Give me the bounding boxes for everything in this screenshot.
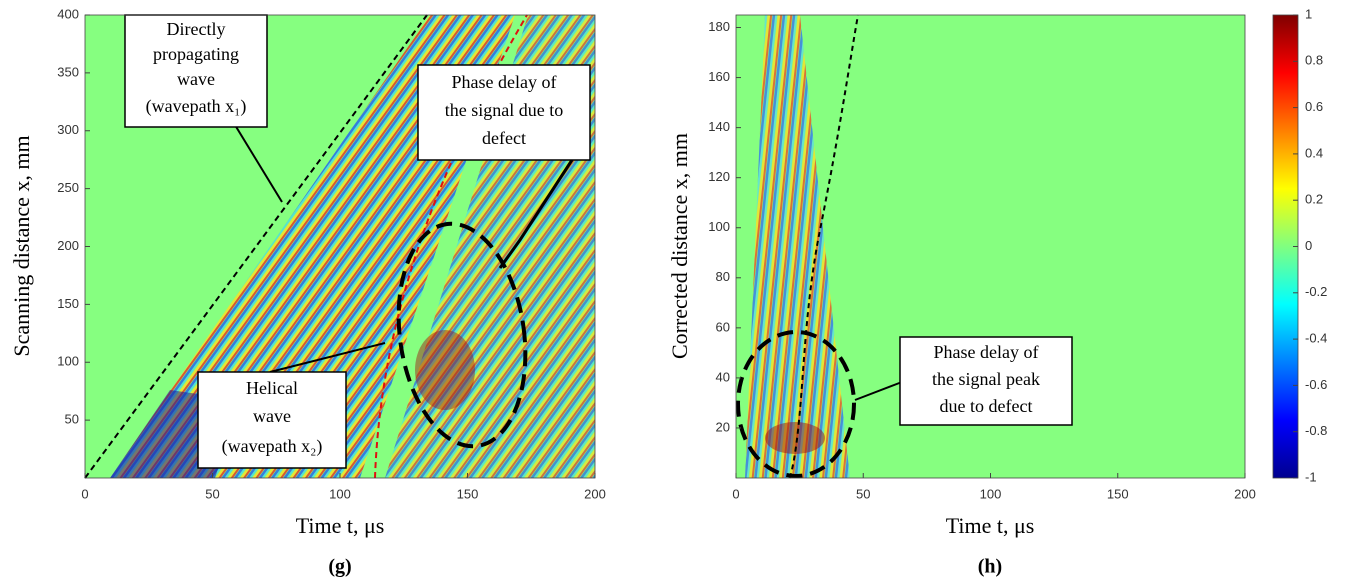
defect-ellipse [736, 330, 856, 478]
caption: (g) [328, 556, 351, 578]
wave-field [110, 15, 515, 478]
x-tick-label: 0 [81, 486, 88, 501]
y-tick-label: 100 [57, 354, 79, 369]
y-axis-label: Corrected distance x, mm [667, 133, 692, 359]
leader [498, 159, 574, 269]
y-tick-label: 60 [716, 319, 730, 334]
colorbar-tick-label: -0.2 [1305, 284, 1327, 299]
annotation: Helical [246, 378, 298, 398]
y-tick-label: 180 [708, 19, 730, 34]
colorbar-tick-label: 0 [1305, 238, 1312, 253]
caption: (h) [978, 556, 1002, 578]
y-tick-label: 140 [708, 119, 730, 134]
x-tick-label: 150 [457, 486, 479, 501]
colorbar-tick-label: 0.6 [1305, 99, 1323, 114]
y-tick-label: 250 [57, 180, 79, 195]
annotation: Phase delay of [934, 342, 1039, 362]
colorbar-tick-label: -1 [1305, 469, 1317, 484]
x-tick-label: 50 [205, 486, 219, 501]
x-tick-label: 200 [584, 486, 606, 501]
leader [269, 342, 386, 373]
wave-field [745, 15, 850, 478]
y-tick-label: 40 [716, 369, 730, 384]
annotation: due to defect [940, 396, 1033, 416]
y-tick-label: 400 [57, 6, 79, 21]
annotation: wave [177, 69, 215, 89]
colorbar-tick-label: 0.8 [1305, 53, 1323, 68]
x-tick-label: 100 [329, 486, 351, 501]
y-tick-label: 160 [708, 69, 730, 84]
x-tick-label: 200 [1234, 486, 1256, 501]
annotation: defect [482, 128, 526, 148]
y-axis-label: Scanning distance x, mm [9, 135, 34, 356]
annotation: wave [253, 406, 291, 426]
annotation-box [417, 64, 591, 161]
y-tick-label: 300 [57, 122, 79, 137]
annotation: Phase delay of [452, 72, 557, 92]
x-tick-label: 100 [980, 486, 1002, 501]
annotation: the signal due to [445, 100, 563, 120]
annotation: Directly [167, 19, 226, 39]
annotation-box [899, 336, 1073, 426]
dashed-curve [789, 14, 859, 479]
annotation: (wavepath x₁) [146, 96, 247, 117]
colorbar-tick-label: -0.6 [1305, 377, 1327, 392]
annotation: the signal peak [932, 369, 1040, 389]
y-tick-label: 350 [57, 64, 79, 79]
annotation-box [197, 371, 347, 469]
colorbar-tick-label: -0.8 [1305, 423, 1327, 438]
x-tick-label: 0 [732, 486, 739, 501]
colorbar-tick-label: 1 [1305, 6, 1312, 21]
y-tick-label: 100 [708, 219, 730, 234]
y-tick-label: 120 [708, 169, 730, 184]
colorbar-tick-label: 0.2 [1305, 192, 1323, 207]
annotation: (wavepath x₂) [222, 436, 323, 457]
y-tick-label: 20 [716, 419, 730, 434]
y-tick-label: 150 [57, 296, 79, 311]
y-tick-label: 50 [65, 412, 79, 427]
panel-h: Phase delay of the signal peak due to de… [667, 14, 1298, 578]
y-tick-label: 200 [57, 238, 79, 253]
colorbar-tick-label: 0.4 [1305, 145, 1323, 160]
annotation: propagating [153, 44, 239, 64]
colorbar-tick-label: -0.4 [1305, 331, 1327, 346]
x-tick-label: 50 [856, 486, 870, 501]
defect-ellipse [396, 221, 528, 449]
x-axis-label: Time t, μs [296, 513, 385, 538]
x-axis-label: Time t, μs [946, 513, 1035, 538]
annotation-box [124, 14, 268, 128]
leader [854, 381, 903, 401]
panel-g: Directly propagating wave (wavepath x₁) … [9, 14, 595, 578]
leader [234, 124, 283, 203]
wave-field [765, 422, 825, 454]
dashed-line [84, 14, 428, 479]
wave-field [415, 330, 475, 410]
x-tick-label: 150 [1107, 486, 1129, 501]
y-tick-label: 80 [716, 269, 730, 284]
